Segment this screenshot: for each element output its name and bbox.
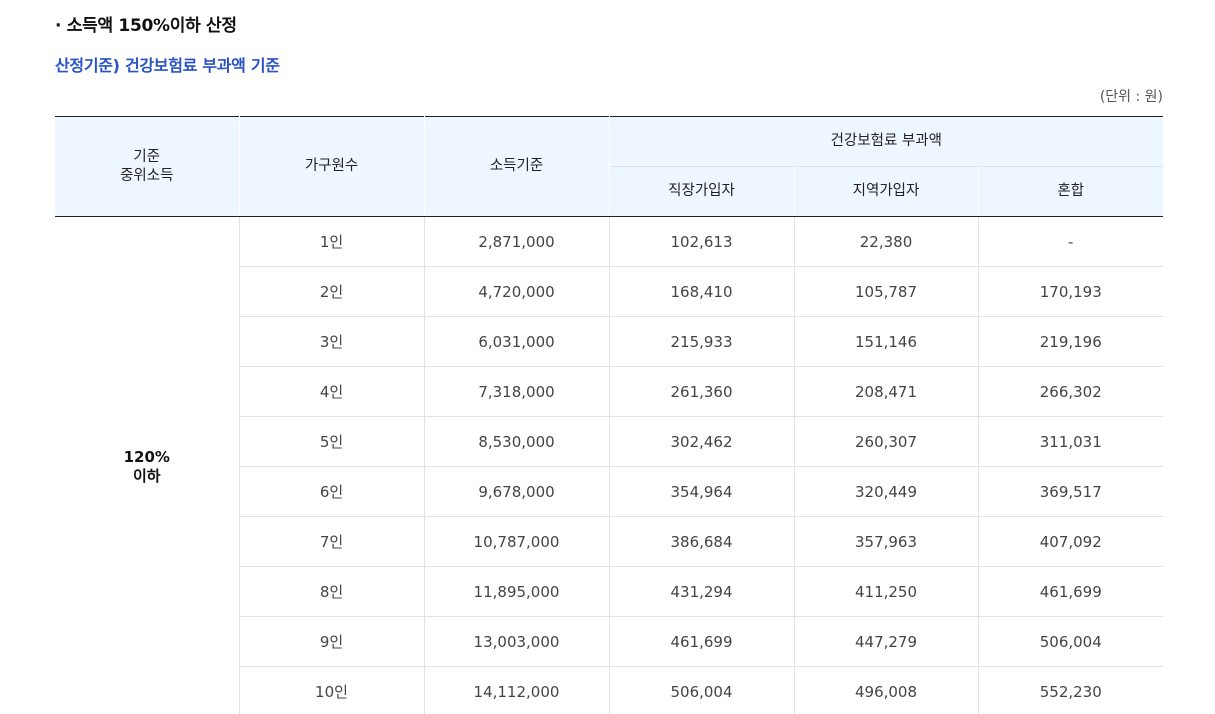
unit-label: (단위 : 원) [1099,89,1163,105]
cell-mixed: 219,196 [977,316,1163,367]
cell-regional: 260,307 [793,416,978,467]
cell-employee: 168,410 [608,266,794,317]
table-row: 3인 6,031,000 215,933 151,146 219,196 [55,316,1163,367]
group-label-line2: 이하 [132,466,161,485]
cell-employee: 102,613 [608,216,794,267]
cell-mixed: 506,004 [977,616,1163,667]
header-median-income: 기준 중위소득 [55,116,240,217]
cell-regional: 320,449 [793,466,978,517]
cell-mixed: 552,230 [977,666,1163,714]
table-row: 7인 10,787,000 386,684 357,963 407,092 [55,516,1163,567]
cell-employee: 261,360 [608,366,794,417]
table-row: 4인 7,318,000 261,360 208,471 266,302 [55,366,1163,417]
cell-employee: 386,684 [608,516,794,567]
table-row: 9인 13,003,000 461,699 447,279 506,004 [55,616,1163,667]
cell-income: 2,871,000 [423,216,609,267]
cell-mixed: - [977,216,1163,267]
cell-employee: 431,294 [608,566,794,617]
cell-mixed: 461,699 [977,566,1163,617]
header-household: 가구원수 [239,116,425,217]
header-mixed: 혼합 [978,166,1163,217]
table-row: 2인 4,720,000 168,410 105,787 170,193 [55,266,1163,317]
cell-income: 14,112,000 [423,666,609,714]
cell-income: 11,895,000 [423,566,609,617]
header-median-income-line2: 중위소득 [120,167,174,184]
cell-regional: 105,787 [793,266,978,317]
cell-regional: 411,250 [793,566,978,617]
cell-household: 2인 [238,266,424,317]
cell-employee: 354,964 [608,466,794,517]
table-row: 5인 8,530,000 302,462 260,307 311,031 [55,416,1163,467]
table-body: 120% 이하 1인 2,871,000 102,613 22,380-2인 4,720,0… [55,216,1163,714]
cell-household: 10인 [238,666,424,714]
table-row: 10인 14,112,000 506,004 496,008 552,230 [55,666,1163,714]
cell-income: 7,318,000 [423,366,609,417]
group-label-line1: 120% [123,447,170,466]
cell-mixed: 266,302 [977,366,1163,417]
cell-employee: 302,462 [608,416,794,467]
criteria-subheading: 산정기준) 건강보험료 부과액 기준 [55,56,280,75]
cell-household: 3인 [238,316,424,367]
table-row: 120% 이하 1인 2,871,000 102,613 22,380- [55,216,1163,714]
section-heading: · 소득액 150%이하 산정 [55,16,237,36]
header-premium-group: 건강보험료 부과액 [609,116,1163,167]
header-median-income-line1: 기준 [133,148,161,165]
cell-regional: 208,471 [793,366,978,417]
premium-table: 기준 중위소득 가구원수 소득기준 건강보험료 부과액 직장가입자 지역가입자 … [55,116,1163,714]
table-row: 6인 9,678,000 354,964 320,449 369,517 [55,466,1163,517]
cell-income: 4,720,000 [423,266,609,317]
cell-regional: 357,963 [793,516,978,567]
group-label-cell: 120% 이하 [55,216,239,714]
cell-regional: 447,279 [793,616,978,667]
cell-household: 4인 [238,366,424,417]
cell-household: 7인 [238,516,424,567]
header-employee: 직장가입자 [609,166,795,217]
cell-employee: 506,004 [608,666,794,714]
cell-household: 9인 [238,616,424,667]
cell-mixed: 311,031 [977,416,1163,467]
cell-mixed: 407,092 [977,516,1163,567]
cell-mixed: 369,517 [977,466,1163,517]
cell-household: 6인 [238,466,424,517]
cell-income: 8,530,000 [423,416,609,467]
cell-employee: 461,699 [608,616,794,667]
cell-regional: 22,380 [793,216,978,267]
cell-household: 1인 [238,216,424,267]
cell-income: 6,031,000 [423,316,609,367]
cell-income: 13,003,000 [423,616,609,667]
cell-employee: 215,933 [608,316,794,367]
header-income-standard: 소득기준 [424,116,610,217]
cell-household: 8인 [238,566,424,617]
header-regional: 지역가입자 [794,166,979,217]
cell-household: 5인 [238,416,424,467]
cell-income: 9,678,000 [423,466,609,517]
cell-mixed: 170,193 [977,266,1163,317]
cell-income: 10,787,000 [423,516,609,567]
table-row: 8인 11,895,000 431,294 411,250 461,699 [55,566,1163,617]
cell-regional: 496,008 [793,666,978,714]
cell-regional: 151,146 [793,316,978,367]
